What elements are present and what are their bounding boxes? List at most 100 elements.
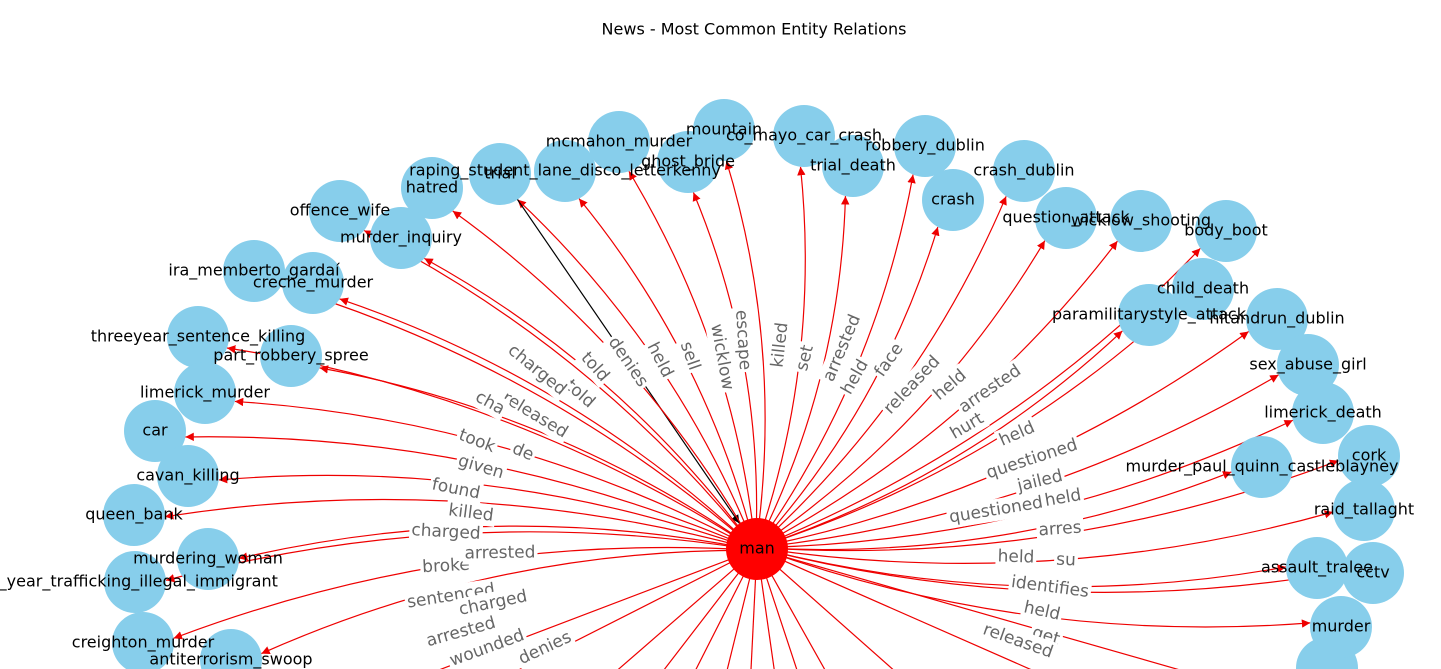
edge-label-bg xyxy=(501,338,573,402)
node-label: queen_bank xyxy=(85,505,183,525)
edge xyxy=(519,550,753,669)
node xyxy=(1118,284,1180,346)
edge-label-bg xyxy=(993,415,1041,453)
edge xyxy=(695,553,756,669)
edge-label: held xyxy=(1022,597,1062,624)
edge-label-bg xyxy=(835,353,875,401)
node xyxy=(822,135,884,197)
edge-label-group: charged xyxy=(408,519,484,545)
node-label: robbery_dublin xyxy=(865,136,985,156)
node-label: raid_tallaght xyxy=(1314,500,1414,520)
edge xyxy=(761,550,1032,669)
edge-label-bg xyxy=(952,358,1028,420)
node-label: child_death xyxy=(1157,279,1249,299)
edge-label-bg xyxy=(1035,516,1085,542)
edge-label-bg xyxy=(445,499,497,527)
node xyxy=(922,169,984,231)
edge-label-bg xyxy=(868,337,910,383)
node xyxy=(1338,425,1400,487)
node xyxy=(174,362,236,424)
edge xyxy=(761,240,1118,546)
edge xyxy=(726,553,757,669)
edge xyxy=(617,551,754,669)
edge-label-group: arrested xyxy=(462,541,538,565)
node-label: mountain xyxy=(686,120,762,139)
edge-label-bg xyxy=(1012,464,1067,498)
node xyxy=(282,252,344,314)
edge-label-bg xyxy=(507,437,539,467)
edge xyxy=(762,304,1177,547)
edge-label-group: arres xyxy=(1035,516,1085,542)
node xyxy=(1172,258,1234,320)
node xyxy=(1333,479,1395,541)
node-label: ira_memberto_gardaí xyxy=(168,261,340,281)
node-label: sex_abuse_girl xyxy=(1249,355,1366,375)
edge-label-bg xyxy=(674,336,706,376)
node-label: crash_dublin xyxy=(973,161,1074,181)
edge xyxy=(439,550,753,669)
node-label: murder_paul_quinn_castleblayney xyxy=(1126,457,1399,477)
node xyxy=(1292,382,1354,444)
edge-label-bg xyxy=(877,349,947,421)
edge xyxy=(762,330,1123,547)
node xyxy=(1110,190,1172,252)
node xyxy=(1277,334,1339,396)
edge-label-group: questioned xyxy=(945,491,1047,529)
edge-label-group: sell xyxy=(674,336,706,376)
edge-label: told xyxy=(577,348,614,386)
title: News - Most Common Entity Relations xyxy=(602,20,907,39)
node xyxy=(773,105,835,167)
node xyxy=(401,157,463,219)
edge-label-bg xyxy=(462,541,538,565)
edge-label-group: set xyxy=(790,340,820,376)
edge-label: questioned xyxy=(948,493,1045,528)
node xyxy=(1231,436,1293,498)
node xyxy=(157,445,219,507)
node-label: car xyxy=(142,421,168,440)
edge-label-bg xyxy=(454,584,532,622)
node xyxy=(104,551,166,613)
edge-label-bg xyxy=(427,473,485,505)
edge-label: held xyxy=(997,546,1034,567)
edge xyxy=(280,284,752,547)
node-label: co_mayo_car_crash xyxy=(726,126,882,146)
edge xyxy=(663,552,755,669)
edge-label-bg xyxy=(453,423,501,459)
edge-label: arres xyxy=(1038,518,1082,541)
node-label: trial_death xyxy=(810,156,896,176)
edge-label: su xyxy=(1056,550,1076,571)
edge-label-bg xyxy=(945,491,1047,529)
edge-label-group: su xyxy=(1053,548,1079,572)
node-label: cavan_killing xyxy=(136,466,239,486)
edge xyxy=(757,553,775,669)
edge-label-group: held xyxy=(995,545,1037,569)
edge xyxy=(763,471,1232,551)
edge-label-bg xyxy=(766,319,794,371)
node-label: cctv xyxy=(1356,563,1389,582)
edge-label-group: held xyxy=(1019,595,1065,627)
edge-label-bg xyxy=(1019,595,1065,627)
edge-label: broke xyxy=(422,555,471,578)
node xyxy=(167,306,229,368)
edge xyxy=(763,510,1334,564)
node-label: limerick_murder xyxy=(140,383,270,403)
center-label: man xyxy=(739,539,775,558)
edge-label-bg xyxy=(944,406,990,446)
edge-label-bg xyxy=(1053,548,1079,572)
edge xyxy=(760,551,894,669)
edge-label-bg xyxy=(640,336,680,384)
node-label: murdering_woman xyxy=(133,549,283,569)
node-label: raping_student_lane_disco_letterkenny xyxy=(409,161,721,181)
edge-label-bg xyxy=(574,346,616,388)
edge-label-group: broke xyxy=(419,553,473,579)
node-label: ghost_bride xyxy=(641,152,735,172)
node-label: threeyear_sentence_killing xyxy=(91,327,306,347)
node xyxy=(177,528,239,590)
edge-label: set xyxy=(792,343,818,373)
edge-label-bg xyxy=(927,363,973,407)
edge-label-bg xyxy=(1007,570,1093,604)
node xyxy=(103,484,165,546)
node-label: r_year_trafficking_illegal_immigrant xyxy=(0,572,278,592)
node xyxy=(657,131,719,193)
